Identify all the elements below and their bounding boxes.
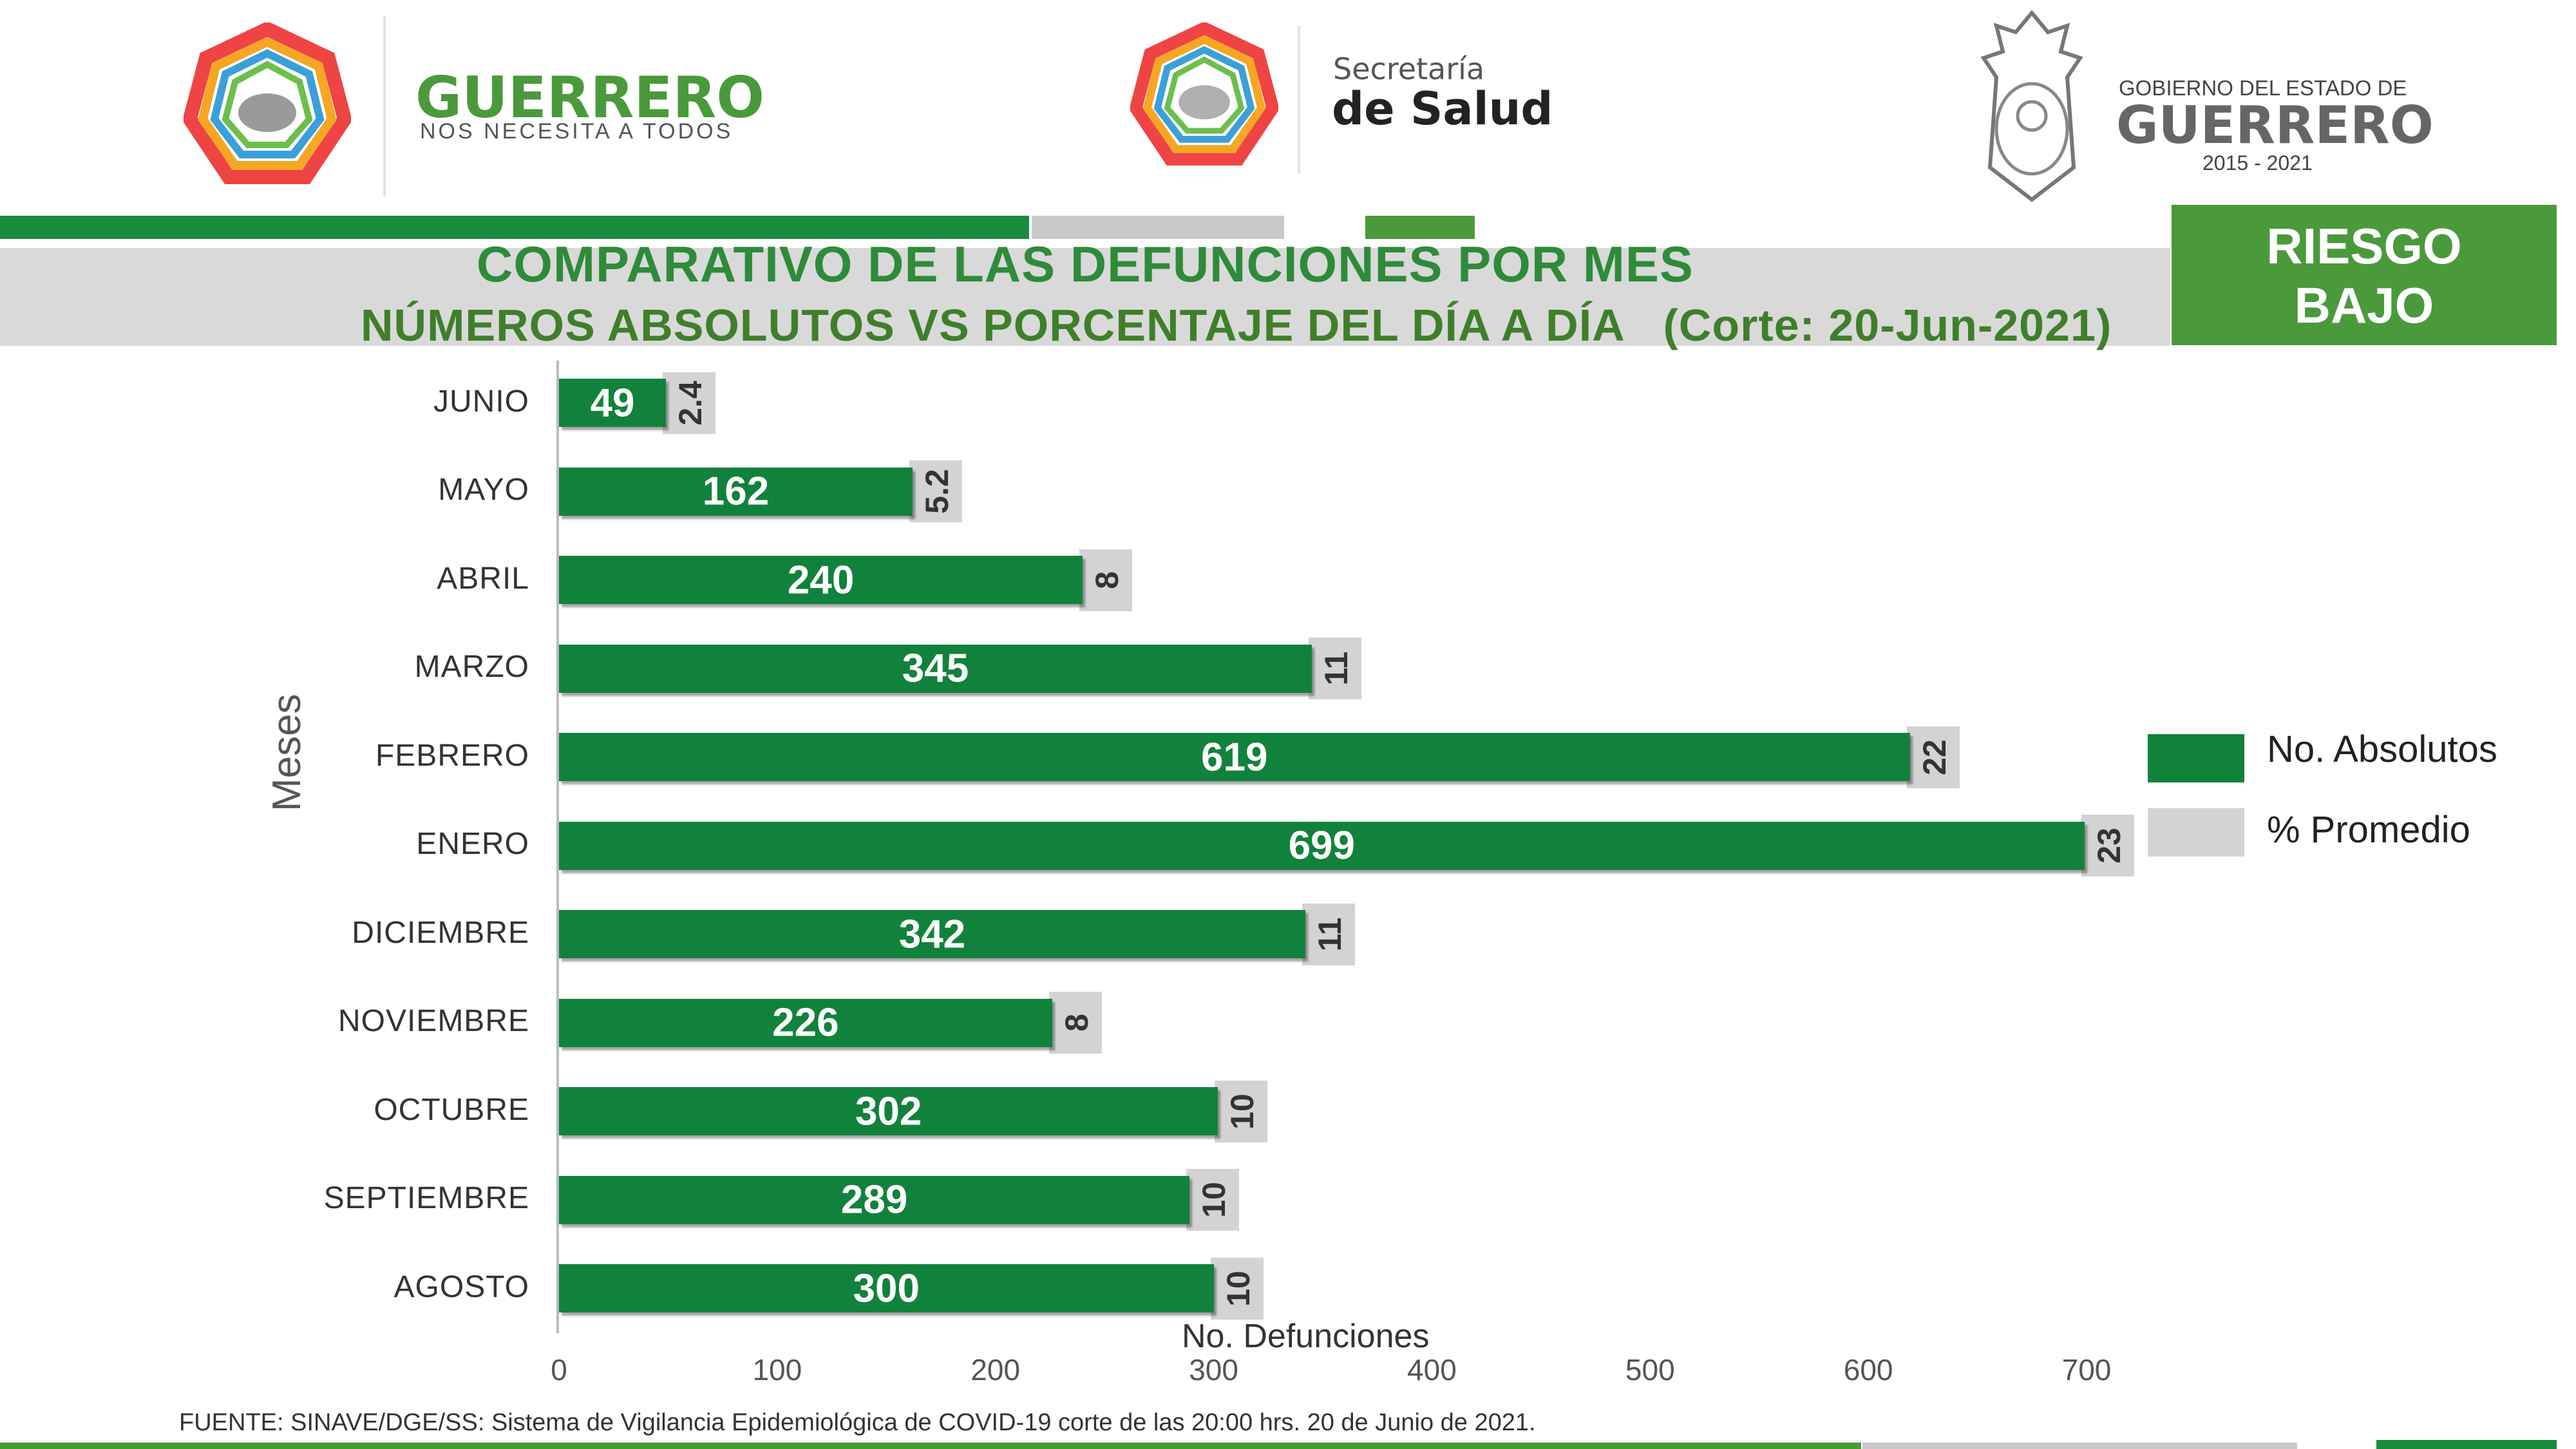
absolute-value-label: 699 — [1288, 823, 1356, 868]
bottom-stripe-darkgreen — [2376, 1440, 2557, 1449]
salud-logo-line2: de Salud — [1332, 82, 1553, 135]
percent-value-label: 11 — [1311, 917, 1348, 951]
x-tick-label: 700 — [2061, 1353, 2112, 1387]
bottom-stripe-gray — [1862, 1443, 2297, 1449]
x-tick-label: 0 — [551, 1353, 567, 1387]
category-label: ABRIL — [437, 561, 529, 596]
category-label: JUNIO — [433, 384, 529, 419]
legend-swatch-absolute — [2148, 734, 2244, 782]
x-tick-label: 500 — [1625, 1353, 1675, 1387]
risk-badge: RIESGO BAJO — [2172, 205, 2557, 345]
guerrero-logo-title: GUERRERO — [415, 64, 765, 131]
government-logo-line1: GOBIERNO DEL ESTADO DE — [2119, 76, 2407, 100]
legend-label-absolute: No. Absolutos — [2267, 728, 2497, 770]
percent-value-label: 2.4 — [672, 380, 709, 426]
absolute-value-label: 226 — [772, 1000, 839, 1045]
chart-subtitle: NÚMEROS ABSOLUTOS VS PORCENTAJE DEL DÍA … — [361, 300, 2112, 350]
legend-label-percent: % Promedio — [2267, 809, 2470, 851]
x-axis-title: No. Defunciones — [1182, 1318, 1430, 1355]
x-tick-label: 300 — [1189, 1353, 1238, 1387]
absolute-value-label: 302 — [855, 1089, 922, 1133]
percent-bar — [1215, 1080, 1268, 1142]
category-label: MAYO — [438, 473, 529, 507]
category-label: OCTUBRE — [374, 1092, 529, 1127]
x-tick-label: 200 — [971, 1353, 1021, 1387]
absolute-value-label: 345 — [902, 646, 969, 691]
absolute-bar — [559, 644, 1312, 693]
percent-bar — [1048, 992, 1102, 1054]
source-note: FUENTE: SINAVE/DGE/SS: Sistema de Vigila… — [179, 1409, 1536, 1436]
y-axis-title: Meses — [265, 694, 309, 811]
percent-value-label: 22 — [1916, 739, 1953, 775]
absolute-bar — [559, 1175, 1190, 1224]
x-tick-label: 600 — [1843, 1353, 1893, 1387]
percent-value-label: 8 — [1089, 571, 1126, 589]
percent-value-label: 11 — [1318, 651, 1355, 686]
guerrero-ring-logo-icon — [184, 23, 351, 184]
percent-bar — [1186, 1169, 1240, 1231]
absolute-bar — [559, 733, 1910, 781]
risk-badge-line1: RIESGO — [2266, 218, 2462, 274]
guerrero-logo-subtitle: NOS NECESITA A TODOS — [420, 119, 734, 144]
percent-value-label: 8 — [1058, 1014, 1095, 1032]
bottom-stripe-green — [0, 1443, 1861, 1449]
top-stripe-green — [0, 216, 1029, 239]
absolute-bar — [559, 467, 913, 516]
percent-value-label: 10 — [1224, 1093, 1261, 1130]
absolute-value-label: 289 — [840, 1177, 908, 1222]
absolute-bar — [559, 910, 1305, 958]
absolute-bar — [559, 1264, 1214, 1312]
absolute-value-label: 619 — [1201, 735, 1268, 779]
category-label: ENERO — [416, 827, 529, 861]
percent-bar — [1906, 726, 1960, 788]
salud-ring-logo-icon — [1130, 23, 1278, 166]
legend-swatch-percent — [2148, 808, 2244, 857]
x-tick-label: 100 — [752, 1353, 802, 1387]
category-label: DICIEMBRE — [352, 915, 529, 950]
percent-bar — [1309, 638, 1362, 699]
government-logo-line3: 2015 - 2021 — [2202, 151, 2313, 175]
absolute-value-label: 162 — [702, 469, 770, 514]
category-label: MARZO — [414, 650, 529, 684]
absolute-bar — [559, 379, 667, 427]
government-logo-line2: GUERRERO — [2116, 95, 2434, 155]
absolute-value-label: 342 — [898, 912, 966, 956]
percent-bar — [1302, 903, 1355, 965]
percent-value-label: 10 — [1220, 1270, 1256, 1307]
top-stripe-lightgreen — [1365, 216, 1475, 239]
category-label: AGOSTO — [393, 1269, 529, 1304]
x-tick-label: 400 — [1407, 1353, 1457, 1387]
percent-value-label: 10 — [1196, 1182, 1233, 1218]
chart-title: COMPARATIVO DE LAS DEFUNCIONES POR MES — [477, 236, 1694, 292]
title-band — [0, 248, 2170, 346]
absolute-bar — [559, 821, 2085, 870]
percent-bar — [663, 372, 716, 434]
salud-logo-line1: Secretaría — [1333, 52, 1485, 86]
percent-bar — [1079, 549, 1133, 611]
category-label: SEPTIEMBRE — [323, 1181, 529, 1215]
percent-value-label: 23 — [2090, 828, 2127, 864]
absolute-bar — [559, 556, 1083, 604]
percent-bar — [909, 460, 962, 522]
category-label: NOVIEMBRE — [337, 1004, 529, 1038]
category-label: FEBRERO — [375, 738, 529, 773]
coat-of-arms-icon — [1980, 10, 2083, 202]
top-stripe-gray — [1032, 216, 1284, 239]
absolute-bar — [559, 1087, 1218, 1135]
y-axis-line — [556, 361, 559, 1333]
percent-value-label: 5.2 — [918, 469, 955, 514]
absolute-value-label: 49 — [590, 381, 635, 425]
absolute-bar — [559, 998, 1052, 1047]
risk-badge-line2: BAJO — [2294, 277, 2434, 334]
percent-bar — [1210, 1257, 1264, 1320]
absolute-value-label: 300 — [853, 1266, 920, 1311]
absolute-value-label: 240 — [787, 558, 855, 602]
percent-bar — [2081, 815, 2134, 876]
